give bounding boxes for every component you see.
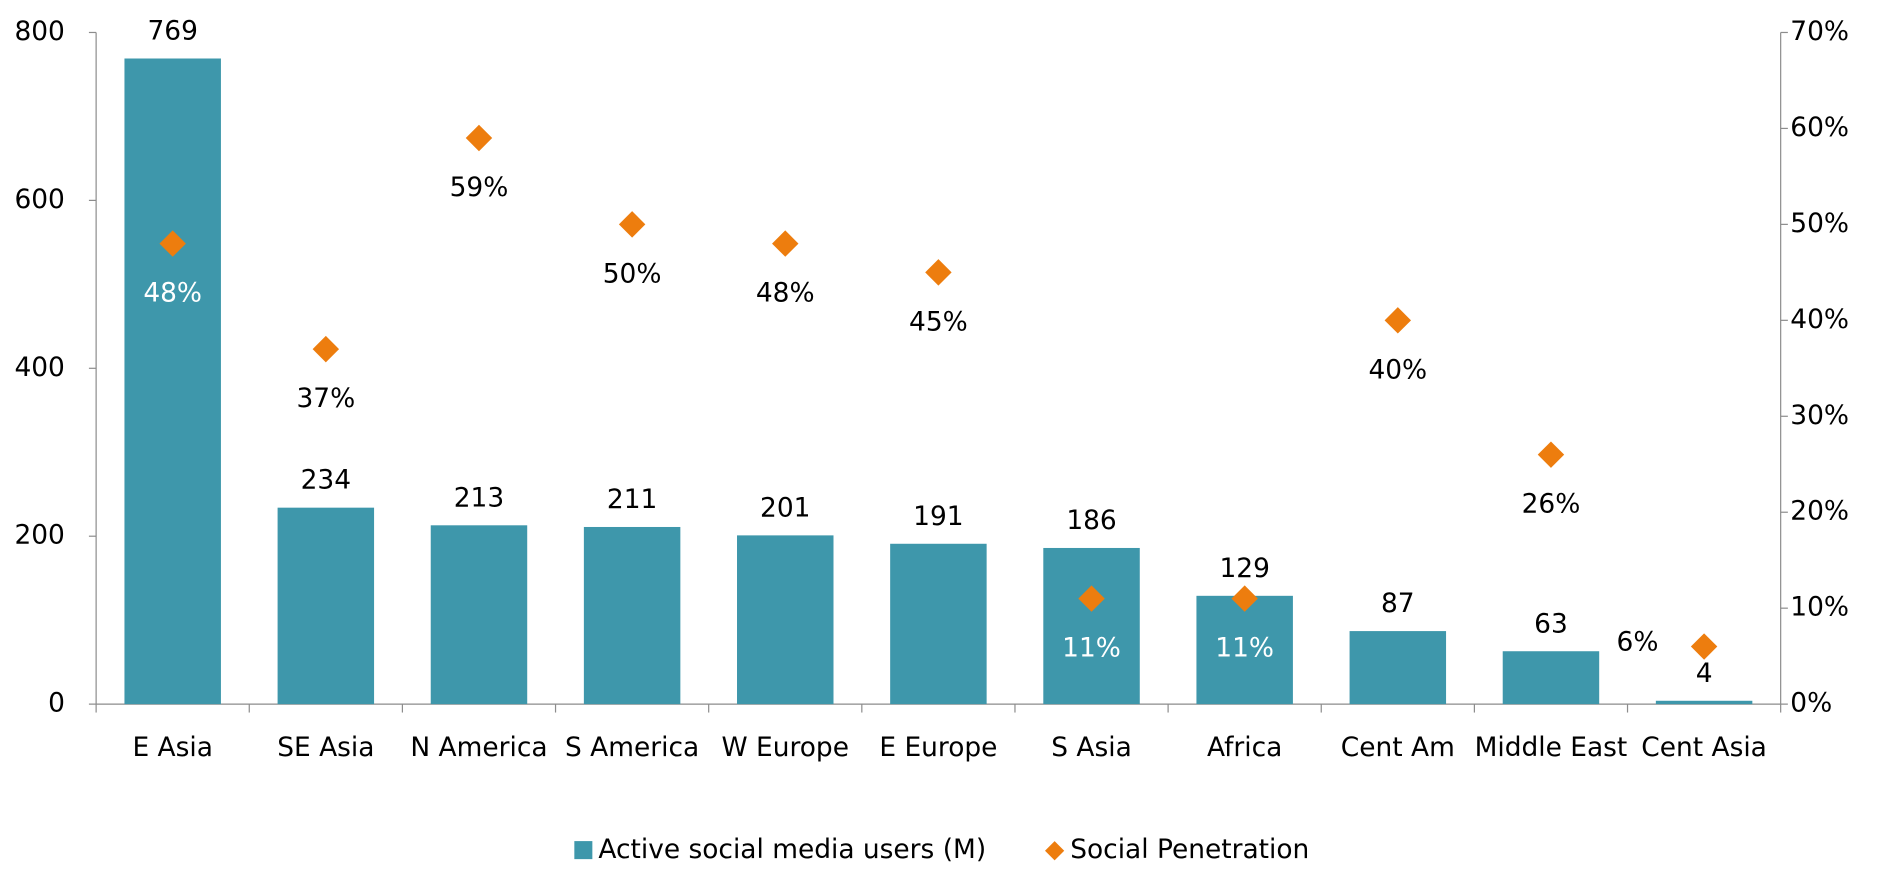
y2-tick-label: 20%: [1790, 496, 1849, 527]
marker: [772, 230, 799, 257]
y-tick-label: 200: [14, 520, 64, 551]
bar-value-label: 213: [454, 482, 504, 513]
bar-value-label: 4: [1696, 658, 1713, 689]
x-tick-label: S America: [565, 732, 699, 763]
marker: [1384, 307, 1412, 334]
legend-label: Social Penetration: [1070, 834, 1309, 865]
bar: [890, 543, 987, 705]
x-tick-label: E Europe: [879, 732, 997, 763]
x-tick-label: Africa: [1207, 732, 1282, 763]
marker: [312, 335, 340, 363]
y2-tick-label: 40%: [1790, 304, 1849, 335]
marker: [925, 259, 952, 286]
y-tick-label: 0: [48, 688, 65, 719]
bar: [737, 535, 834, 705]
legend-swatch: [574, 841, 593, 860]
y2-tick-label: 10%: [1790, 592, 1849, 623]
bar-value-label: 234: [301, 465, 351, 496]
bar: [583, 526, 681, 705]
point-value-label: 40%: [1368, 354, 1427, 385]
point-value-label: 45%: [909, 306, 968, 337]
y-tick-label: 800: [14, 16, 64, 47]
legend-swatch: [1045, 841, 1065, 861]
marker: [159, 230, 186, 257]
x-tick-label: E Asia: [132, 732, 212, 763]
marker: [1537, 441, 1565, 468]
point-value-label: 6%: [1617, 626, 1659, 657]
bar-value-label: 87: [1381, 588, 1415, 619]
point-value-label: 37%: [296, 383, 355, 414]
x-tick-label: W Europe: [722, 732, 849, 763]
bar-value-label: 63: [1534, 608, 1568, 639]
point-value-label: 48%: [143, 278, 202, 309]
x-tick-label: N America: [410, 732, 547, 763]
bar: [124, 58, 221, 705]
point-value-label: 48%: [756, 278, 815, 309]
y2-tick-label: 70%: [1790, 16, 1849, 47]
bar: [1043, 547, 1140, 705]
bar-value-label: 211: [607, 484, 657, 515]
x-tick-label: SE Asia: [277, 732, 374, 763]
x-tick-label: Cent Am: [1341, 732, 1455, 763]
point-value-label: 26%: [1522, 489, 1581, 520]
y-tick-label: 400: [14, 352, 64, 383]
bar-value-label: 201: [760, 492, 810, 523]
y2-tick-label: 0%: [1790, 688, 1832, 719]
x-tick-label: Middle East: [1475, 732, 1628, 763]
x-tick-label: S Asia: [1051, 732, 1132, 763]
y2-tick-label: 30%: [1790, 400, 1849, 431]
marker: [1690, 633, 1718, 660]
bar-value-label: 186: [1066, 505, 1116, 536]
legend-label: Active social media users (M): [598, 834, 986, 865]
marker: [618, 211, 646, 238]
bar-value-label: 129: [1219, 553, 1269, 584]
point-value-label: 50%: [603, 258, 662, 289]
point-value-label: 11%: [1215, 633, 1274, 664]
bar: [1655, 700, 1753, 705]
y2-tick-label: 50%: [1790, 208, 1849, 239]
bar: [1196, 595, 1293, 705]
marker: [1231, 585, 1258, 612]
bar: [277, 507, 375, 705]
marker: [465, 124, 493, 152]
bar: [430, 525, 528, 705]
y-tick-label: 600: [14, 184, 64, 215]
bar: [1349, 631, 1447, 705]
bar: [1502, 651, 1600, 705]
bar-value-label: 191: [913, 501, 963, 532]
y2-tick-label: 60%: [1790, 112, 1849, 143]
x-tick-label: Cent Asia: [1641, 732, 1767, 763]
point-value-label: 11%: [1062, 633, 1121, 664]
point-value-label: 59%: [450, 172, 509, 203]
bar-value-label: 769: [147, 16, 197, 47]
